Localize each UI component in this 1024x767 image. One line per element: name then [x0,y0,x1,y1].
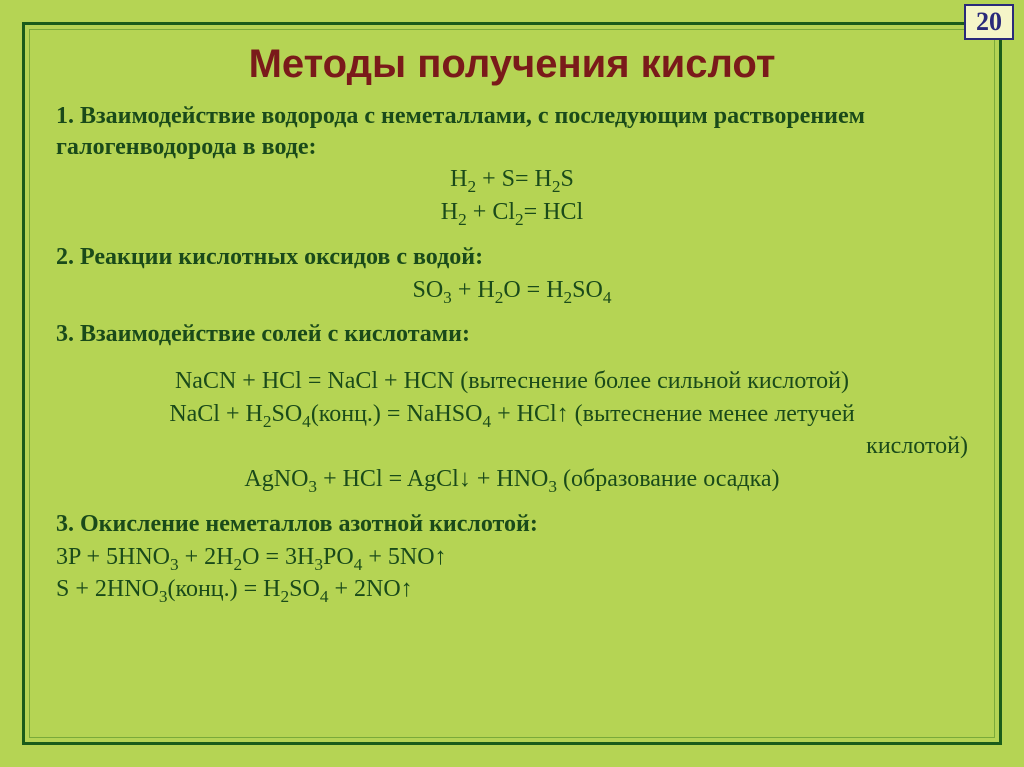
page-number-box: 20 [964,4,1014,40]
section-4-eqn-2: S + 2HNO3(конц.) = H2SO4 + 2NO↑ [56,574,968,605]
section-2-eqn-1: SO3 + H2O = H2SO4 [56,275,968,306]
page-number: 20 [976,7,1002,36]
outer-frame: Методы получения кислот 1. Взаимодействи… [22,22,1002,745]
section-1-head: 1. Взаимодействие водорода с неметаллами… [56,101,968,162]
section-3-line-1: NaCN + HCl = NaCl + HCN (вытеснение боле… [56,366,968,397]
section-3-line-3: кислотой) [56,431,968,462]
section-3-head: 3. Взаимодействие солей с кислотами: [56,319,968,350]
spacer [56,350,968,364]
section-1-eqn-2: H2 + Cl2= HCl [56,197,968,228]
page-title: Методы получения кислот [30,30,994,101]
section-2-head: 2. Реакции кислотных оксидов с водой: [56,242,968,273]
content-area: 1. Взаимодействие водорода с неметаллами… [30,101,994,605]
section-1-eqn-1: H2 + S= H2S [56,164,968,195]
section-3-line-4: AgNO3 + HCl = AgCl↓ + HNO3 (образование … [56,464,968,495]
inner-frame: Методы получения кислот 1. Взаимодействи… [29,29,995,738]
section-4-head: 3. Окисление неметаллов азотной кислотой… [56,509,968,540]
section-3-line-2: NaCl + H2SO4(конц.) = NaHSO4 + HCl↑ (выт… [56,399,968,430]
section-4-eqn-1: 3P + 5HNO3 + 2H2O = 3H3PO4 + 5NO↑ [56,542,968,573]
